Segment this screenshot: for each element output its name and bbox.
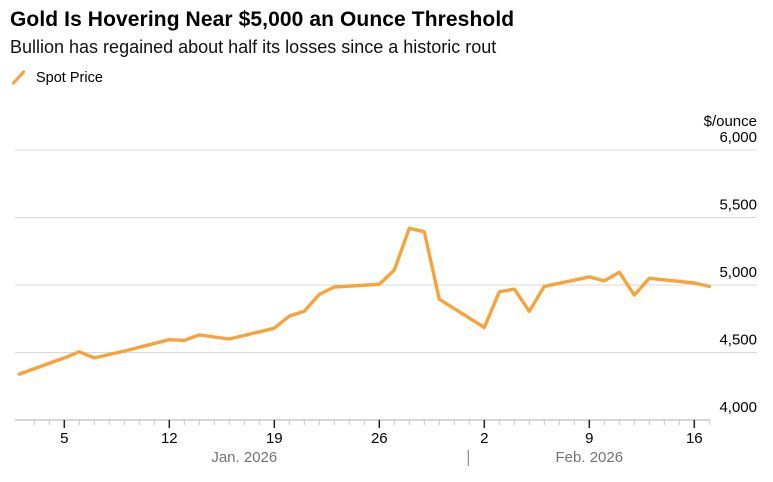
legend-item-spot-price: Spot Price [10, 69, 103, 86]
x-axis-tick-label: 2 [480, 430, 488, 447]
month-label: Feb. 2026 [556, 449, 624, 466]
legend: Spot Price [10, 69, 763, 86]
slash-line-swatch-icon [11, 70, 26, 85]
chart-title: Gold Is Hovering Near $5,000 an Ounce Th… [10, 8, 515, 31]
month-label: Jan. 2026 [211, 449, 277, 466]
y-axis-tick-label: 4,500 [719, 332, 757, 349]
y-axis-unit-label: $/ounce [704, 113, 757, 130]
x-axis-tick-label: 16 [686, 430, 703, 447]
y-axis-tick-label: 5,500 [719, 197, 757, 214]
x-axis-tick-label: 19 [266, 430, 283, 447]
x-axis-tick-label: 26 [371, 430, 388, 447]
legend-label: Spot Price [36, 69, 103, 86]
x-axis-tick-label: 12 [161, 430, 178, 447]
y-axis-tick-label: 6,000 [719, 129, 757, 146]
x-axis-tick-label: 5 [60, 430, 68, 447]
spot-price-line [17, 226, 711, 376]
x-axis-tick-label: 9 [585, 430, 593, 447]
chart-header: Gold Is Hovering Near $5,000 an Ounce Th… [10, 6, 763, 86]
y-axis-tick-label: 4,000 [719, 399, 757, 416]
chart-subtitle: Bullion has regained about half its loss… [10, 37, 497, 57]
y-axis-tick-label: 5,000 [719, 264, 757, 281]
